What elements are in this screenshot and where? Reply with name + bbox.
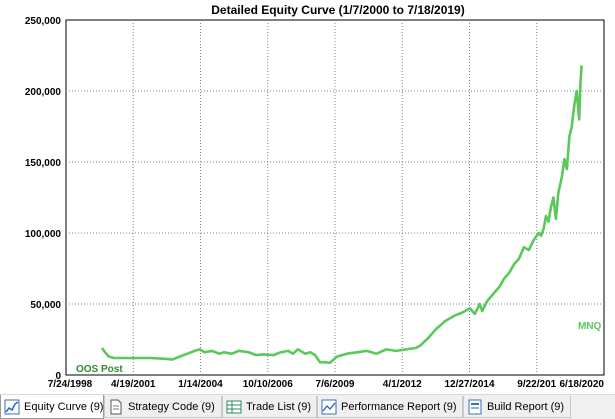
equity-series-line bbox=[100, 65, 583, 365]
oos-annotation: OOS Post bbox=[76, 364, 123, 375]
y-tick-label: 100,000 bbox=[25, 229, 62, 240]
y-tick-label: 150,000 bbox=[25, 158, 62, 169]
x-tick-label: 4/19/2001 bbox=[111, 379, 156, 390]
x-axis-ticks: 7/24/1998 4/19/2001 1/14/2004 10/10/2006 7/6… bbox=[48, 379, 605, 390]
tab-equity-curve[interactable]: Equity Curve (9) bbox=[0, 395, 104, 419]
tab-label: Build Report (9) bbox=[487, 400, 565, 413]
tab-label: Equity Curve (9) bbox=[24, 400, 104, 413]
x-tick-label: 7/24/1998 bbox=[48, 379, 93, 390]
y-tick-label: 200,000 bbox=[25, 87, 62, 98]
tab-trade-list[interactable]: Trade List (9) bbox=[222, 396, 317, 418]
x-tick-label: 4/1/2012 bbox=[383, 379, 422, 390]
y-tick-label: 250,000 bbox=[25, 16, 62, 27]
tab-performance-report[interactable]: Performance Report (9) bbox=[317, 396, 463, 418]
tab-strategy-code[interactable]: Strategy Code (9) bbox=[104, 396, 222, 418]
equity-curve-chart: Detailed Equity Curve (1/7/2000 to 7/18/… bbox=[25, 3, 605, 390]
x-tick-label: 10/10/2006 bbox=[243, 379, 293, 390]
symbol-annotation: MNQ bbox=[578, 321, 602, 332]
y-tick-label: 50,000 bbox=[30, 300, 61, 311]
x-tick-label: 7/6/2009 bbox=[316, 379, 355, 390]
chart-title: Detailed Equity Curve (1/7/2000 to 7/18/… bbox=[211, 3, 464, 17]
x-tick-label: 12/27/2014 bbox=[444, 379, 494, 390]
x-tick-label: 9/22/201 bbox=[517, 379, 556, 390]
series-layer bbox=[100, 65, 583, 365]
x-tick-label: 6/18/2020 bbox=[560, 379, 605, 390]
tab-label: Strategy Code (9) bbox=[128, 400, 215, 413]
y-tick-label: 0 bbox=[55, 371, 61, 382]
document-icon bbox=[110, 399, 122, 414]
tab-label: Performance Report (9) bbox=[341, 400, 457, 413]
tab-label: Trade List (9) bbox=[246, 400, 312, 413]
table-icon bbox=[226, 400, 242, 413]
equity-curve-icon bbox=[4, 399, 20, 414]
grid-lines bbox=[66, 20, 604, 375]
equity-chart-panel: Detailed Equity Curve (1/7/2000 to 7/18/… bbox=[25, 3, 605, 390]
x-tick-label: 1/14/2004 bbox=[178, 379, 223, 390]
report-chart-icon bbox=[321, 399, 337, 414]
tab-bar: Equity Curve (9) Strategy Code (9) Trade… bbox=[0, 394, 615, 419]
tab-build-report[interactable]: Build Report (9) bbox=[463, 396, 571, 418]
y-axis-ticks: 0 50,000 100,000 150,000 200,000 250,000 bbox=[25, 16, 62, 382]
build-report-icon bbox=[468, 399, 482, 414]
